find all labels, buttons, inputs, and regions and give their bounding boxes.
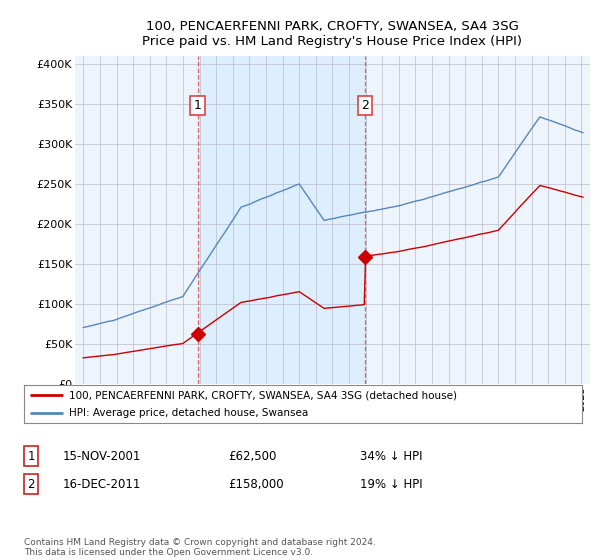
Text: 2: 2	[28, 478, 35, 491]
Text: £62,500: £62,500	[228, 450, 277, 463]
Title: 100, PENCAERFENNI PARK, CROFTY, SWANSEA, SA4 3SG
Price paid vs. HM Land Registry: 100, PENCAERFENNI PARK, CROFTY, SWANSEA,…	[142, 20, 523, 48]
Text: 2: 2	[361, 99, 369, 111]
Text: 19% ↓ HPI: 19% ↓ HPI	[360, 478, 422, 491]
Text: 1: 1	[194, 99, 202, 111]
Text: HPI: Average price, detached house, Swansea: HPI: Average price, detached house, Swan…	[68, 408, 308, 418]
Text: 34% ↓ HPI: 34% ↓ HPI	[360, 450, 422, 463]
Text: £158,000: £158,000	[228, 478, 284, 491]
Text: Contains HM Land Registry data © Crown copyright and database right 2024.
This d: Contains HM Land Registry data © Crown c…	[24, 538, 376, 557]
Text: 16-DEC-2011: 16-DEC-2011	[63, 478, 142, 491]
Text: 1: 1	[28, 450, 35, 463]
Text: 15-NOV-2001: 15-NOV-2001	[63, 450, 142, 463]
Text: 100, PENCAERFENNI PARK, CROFTY, SWANSEA, SA4 3SG (detached house): 100, PENCAERFENNI PARK, CROFTY, SWANSEA,…	[68, 390, 457, 400]
Bar	[197, 56, 365, 384]
